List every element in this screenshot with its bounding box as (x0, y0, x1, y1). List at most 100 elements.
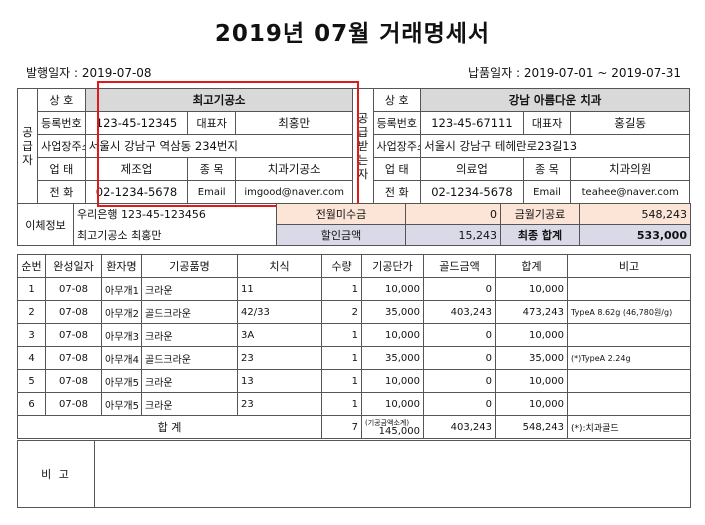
item-date: 07-08 (45, 323, 102, 347)
item-note (567, 323, 691, 347)
receiver-biz-type-label: 업 태 (372, 157, 422, 181)
prev-unpaid-value: 0 (405, 203, 501, 225)
month-supply-label: 금월기공료 (500, 203, 580, 225)
item-price: 10,000 (361, 277, 424, 301)
item-no: 6 (17, 392, 46, 416)
item-qty: 1 (321, 392, 362, 416)
supplier-name-label: 상 호 (37, 88, 86, 112)
receiver-biz-type: 의료업 (420, 157, 524, 181)
supplier-phone-label: 전 화 (37, 180, 86, 204)
remarks-content (94, 440, 691, 508)
receiver-phone: 02-1234-5678 (420, 180, 524, 204)
item-price: 10,000 (361, 392, 424, 416)
item-note (567, 277, 691, 301)
item-tooth: 23 (237, 392, 322, 416)
totals-total: 548,243 (495, 415, 568, 439)
totals-label: 합 계 (17, 415, 322, 439)
item-gold: 0 (423, 369, 496, 393)
item-product: 골드크라운 (141, 346, 238, 370)
item-patient: 아무개2 (101, 300, 142, 324)
item-qty: 1 (321, 277, 362, 301)
totals-price-caption: (기공금액소계) (365, 418, 410, 427)
remarks-table: 비 고 (17, 440, 691, 508)
supplier-biz-item-label: 종 목 (187, 157, 236, 181)
receiver-email-label: Email (522, 180, 572, 204)
item-note: TypeA 8.62g (46,780원/g) (567, 300, 691, 324)
item-product: 골드크라운 (141, 300, 238, 324)
prev-unpaid-label: 전월미수금 (276, 203, 406, 225)
item-date: 07-08 (45, 277, 102, 301)
item-no: 4 (17, 346, 46, 370)
col-header-gold: 골드금액 (423, 254, 496, 278)
item-total: 35,000 (495, 346, 568, 370)
item-patient: 아무개4 (101, 346, 142, 370)
receiver-name: 강남 아름다운 치과 (420, 88, 690, 112)
item-qty: 2 (321, 300, 362, 324)
item-tooth: 3A (237, 323, 322, 347)
table-row: 5 07-08 아무개5 크라운 13 1 10,000 0 10,000 (17, 369, 691, 393)
supplier-rep-label: 대표자 (187, 111, 236, 135)
item-note (567, 392, 691, 416)
item-total: 10,000 (495, 323, 568, 347)
col-header-tooth: 치식 (237, 254, 322, 278)
totals-qty: 7 (321, 415, 362, 439)
item-tooth: 42/33 (237, 300, 322, 324)
receiver-addr: 서울시 강남구 테헤란로23길13 (420, 134, 690, 158)
payment-summary-table: 이체정보 우리은행 123-45-123456 전월미수금 0 금월기공료 54… (17, 203, 691, 246)
item-total: 473,243 (495, 300, 568, 324)
bank-account: 우리은행 123-45-123456 (73, 203, 277, 225)
item-no: 5 (17, 369, 46, 393)
item-date: 07-08 (45, 300, 102, 324)
final-total-value: 533,000 (579, 224, 691, 246)
table-row: 1 07-08 아무개1 크라운 11 1 10,000 0 10,000 (17, 277, 691, 301)
item-product: 크라운 (141, 392, 238, 416)
delivery-period: 납품일자 : 2019-07-01 ~ 2019-07-31 (468, 66, 681, 80)
item-gold: 0 (423, 277, 496, 301)
item-tooth: 11 (237, 277, 322, 301)
supplier-addr: 서울시 강남구 역삼동 234번지 (84, 134, 354, 158)
col-header-note: 비고 (567, 254, 691, 278)
item-note (567, 369, 691, 393)
item-patient: 아무개3 (101, 323, 142, 347)
items-table: 순번 완성일자 환자명 기공품명 치식 수량 기공단가 골드금액 합계 비고 1… (17, 254, 691, 439)
receiver-reg-label: 등록번호 (372, 111, 422, 135)
item-no: 1 (17, 277, 46, 301)
supplier-biz-type: 제조업 (84, 157, 189, 181)
item-total: 10,000 (495, 369, 568, 393)
discount-label: 할인금액 (276, 224, 406, 246)
item-total: 10,000 (495, 392, 568, 416)
totals-gold: 403,243 (423, 415, 496, 439)
totals-row: 합 계 7 (기공금액소계) 145,000 403,243 548,243 (… (17, 415, 691, 439)
issue-date: 발행일자 : 2019-07-08 (26, 66, 152, 80)
receiver-biz-item: 치과의원 (570, 157, 690, 181)
supplier-reg-label: 등록번호 (37, 111, 86, 135)
item-patient: 아무개5 (101, 369, 142, 393)
table-row: 4 07-08 아무개4 골드크라운 23 1 35,000 0 35,000 (*)TypeA … (17, 346, 691, 370)
item-total: 10,000 (495, 277, 568, 301)
col-header-no: 순번 (17, 254, 46, 278)
items-header-row: 순번 완성일자 환자명 기공품명 치식 수량 기공단가 골드금액 합계 비고 (17, 254, 691, 278)
item-patient: 아무개5 (101, 392, 142, 416)
payment-label: 이체정보 (17, 203, 74, 246)
totals-note: (*):치과골드 (567, 415, 691, 439)
item-qty: 1 (321, 323, 362, 347)
supplier-phone: 02-1234-5678 (84, 180, 189, 204)
receiver-reg-no: 123-45-67111 (420, 111, 524, 135)
supplier-rep: 최홍만 (234, 111, 354, 135)
totals-price: 145,000 (378, 425, 420, 437)
table-row: 6 07-08 아무개5 크라운 23 1 10,000 0 10,000 (17, 392, 691, 416)
item-patient: 아무개1 (101, 277, 142, 301)
receiver-addr-label: 사업장주소 (372, 134, 422, 158)
item-price: 10,000 (361, 323, 424, 347)
item-tooth: 23 (237, 346, 322, 370)
item-price: 35,000 (361, 300, 424, 324)
item-gold: 0 (423, 323, 496, 347)
document-title: 2019년 07월 거래명세서 (214, 21, 491, 47)
item-qty: 1 (321, 346, 362, 370)
supplier-reg-no: 123-45-12345 (84, 111, 189, 135)
col-header-qty: 수량 (321, 254, 362, 278)
month-supply-value: 548,243 (579, 203, 691, 225)
col-header-product: 기공품명 (141, 254, 238, 278)
col-header-date: 완성일자 (45, 254, 102, 278)
final-total-label: 최종 합계 (500, 224, 580, 246)
